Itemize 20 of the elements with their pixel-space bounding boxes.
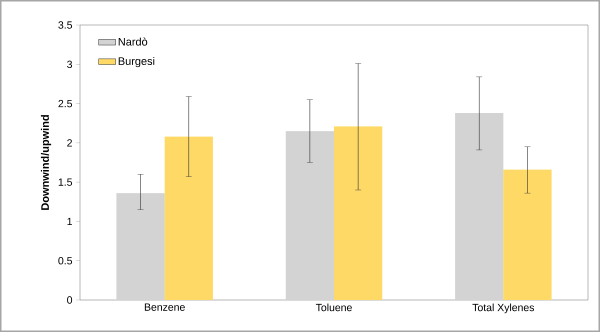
bar: [116, 193, 165, 300]
y-axis-title: Downwind/upwind: [40, 115, 52, 210]
bar: [503, 170, 552, 300]
y-tick-label: 3.5: [58, 21, 72, 29]
y-tick-label: 0.5: [58, 257, 72, 264]
bar: [334, 126, 382, 300]
legend-label: Nardò: [118, 37, 148, 46]
legend-label: Burgesi: [118, 56, 154, 68]
x-tick-label: Total Xylenes: [472, 304, 534, 314]
bar: [164, 136, 213, 300]
y-tick-label: 1: [67, 218, 72, 226]
x-tick-label: Benzene: [144, 304, 185, 311]
bar: [286, 131, 334, 300]
x-tick-label: Toluene: [316, 304, 352, 312]
bar: [455, 113, 504, 300]
y-tick-label: 2: [67, 139, 72, 147]
y-tick-label: 0: [67, 296, 72, 304]
y-tick-label: 2.5: [58, 100, 72, 108]
y-tick-label: 1.5: [58, 178, 72, 186]
y-tick-label: 3: [67, 60, 72, 68]
